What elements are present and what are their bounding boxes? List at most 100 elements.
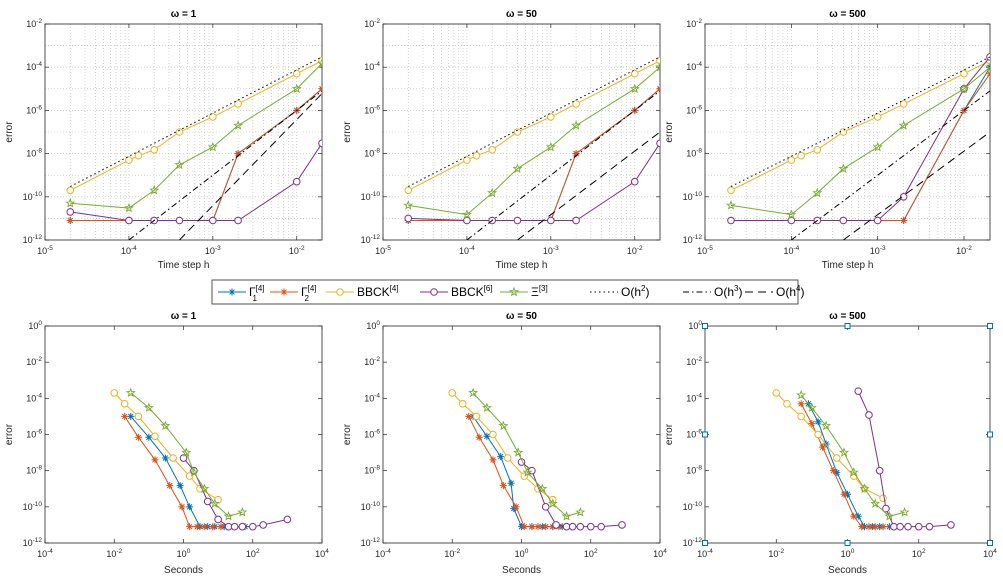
point-Gamma2 [840,490,848,498]
y-tick-label: 10-8 [686,148,702,159]
resize-handle[interactable] [702,323,708,329]
series-layer [448,387,626,531]
point-BBCK6 [513,216,522,225]
point-Xi3 [959,83,970,94]
resize-handle[interactable] [987,323,993,329]
x-tick-label: 10-5 [37,245,53,256]
x-tick-label: 10-2 [956,245,972,256]
point-Gamma2 [808,420,816,428]
point-BBCK4 [814,430,822,439]
gridlines [44,23,323,241]
point-BBCK6 [175,216,184,225]
x-tick-label: 10-3 [205,245,221,256]
legend-marker [280,288,288,296]
x-tick-label: 10-4 [783,245,799,256]
legend-label: O(h4) [776,284,804,299]
point-Gamma1 [854,512,862,520]
point-Xi3 [796,389,807,400]
point-BBCK4 [134,151,143,160]
resize-handle[interactable] [987,431,993,438]
selection-handles[interactable] [702,323,993,546]
point-BBCK6 [986,53,990,61]
point-Gamma2 [234,150,242,158]
point-BBCK4 [787,156,796,164]
x-axis-label: Seconds [164,565,203,576]
point-Gamma2 [200,523,208,531]
point-Xi3 [233,120,244,130]
legend-entry-BBCK4: BBCK[4] [326,284,399,299]
point-BBCK4 [209,113,217,121]
y-axis-label: error [664,121,675,143]
series-line-BBCK6 [70,143,322,221]
x-tick-label: 10-2 [768,548,784,559]
point-BBCK6 [925,522,934,531]
y-tick-label: 10-4 [686,392,702,403]
panels: 10-5 10-4 10-3 10-210-1210-1010-810-610-410… [4,9,997,576]
point-BBCK4 [656,56,660,65]
point-BBCK4 [572,100,580,108]
resize-handle[interactable] [844,323,851,329]
y-tick-label: 10-6 [26,104,42,115]
y-tick-label: 10-2 [26,18,42,29]
point-Gamma2 [475,433,483,441]
y-tick-label: 10-4 [686,61,702,72]
point-Xi3 [207,141,218,152]
x-tick-label: 102 [912,548,926,559]
series-layer [772,387,955,531]
y-tick-label: 10-10 [23,191,43,202]
point-Gamma2 [528,523,536,531]
point-BBCK6 [238,522,247,531]
point-BBCK6 [865,411,873,419]
point-Gamma2 [66,216,74,224]
point-Xi3 [125,387,136,398]
point-Xi3 [859,483,870,494]
point-Gamma2 [858,523,866,531]
point-Gamma2 [512,503,520,511]
point-BBCK4 [66,186,75,195]
y-tick-label: 10-2 [26,356,42,367]
point-BBCK6 [230,522,239,531]
point-Xi3 [821,420,832,431]
point-BBCK6 [259,521,267,529]
point-Gamma2 [572,150,580,158]
point-BBCK4 [547,113,555,121]
point-BBCK4 [150,145,158,154]
series-layer [65,56,322,240]
x-tick-label: 10-4 [121,245,137,256]
chart-title: ω = 500 [829,311,866,322]
point-Xi3 [985,61,990,72]
point-Gamma1 [161,454,169,462]
resize-handle[interactable] [987,540,993,546]
point-Gamma1 [814,418,822,426]
chart-panel-5: 10-4 10-2 100 102 104 10-12 10-10 10-8 10-6 10-4 1… [342,311,667,576]
x-tick-label: 102 [246,548,260,559]
resize-handle[interactable] [844,540,851,546]
point-Xi3 [786,209,797,219]
point-BBCK4 [960,69,968,78]
x-axis-label: Time step h [496,260,548,271]
point-BBCK6 [209,216,217,225]
resize-handle[interactable] [702,540,708,546]
point-Xi3 [575,507,586,517]
point-Gamma2 [217,523,225,531]
point-BBCK6 [914,522,923,531]
point-Xi3 [884,511,895,521]
point-BBCK4 [151,432,159,441]
point-BBCK4 [813,145,822,154]
series-line-BBCK6 [408,143,660,221]
y-tick-label: 10-2 [364,18,380,29]
y-tick-label: 10-8 [364,148,380,159]
point-Gamma2 [499,482,507,490]
series-line-BBCK6 [730,56,990,221]
y-tick-label: 10-2 [686,18,702,29]
point-Xi3 [806,402,817,413]
point-BBCK6 [787,216,796,225]
point-BBCK6 [875,466,884,475]
y-tick-label: 100 [366,320,380,331]
y-tick-label: 10-8 [686,465,702,476]
point-BBCK6 [66,208,75,216]
point-Gamma2 [121,412,129,420]
resize-handle[interactable] [702,431,708,438]
point-BBCK6 [203,497,212,506]
